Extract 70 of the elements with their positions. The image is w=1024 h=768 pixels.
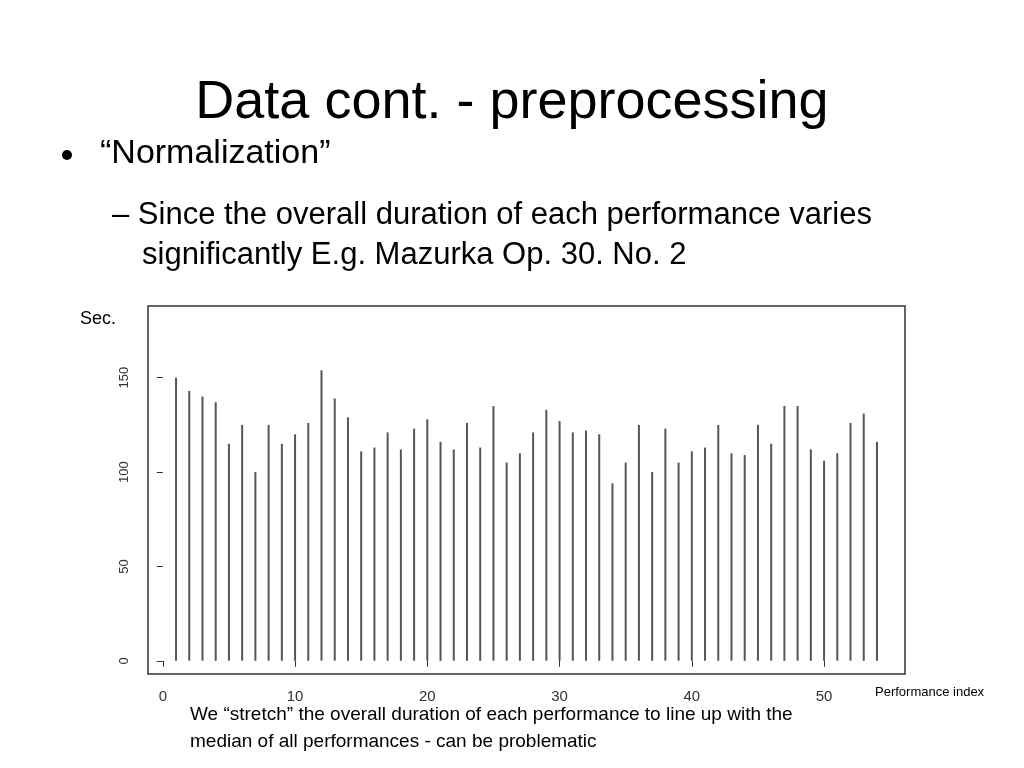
x-tick-label: 30 (551, 687, 568, 704)
bar (452, 449, 455, 661)
bar (823, 460, 826, 661)
bar (241, 424, 244, 661)
bar (809, 449, 812, 661)
y-axis-title: Sec. (80, 308, 117, 329)
bar (651, 472, 654, 661)
bar (545, 409, 548, 661)
bar (492, 406, 495, 661)
x-tick-label: 50 (815, 687, 833, 704)
bar (333, 398, 336, 661)
bar (201, 396, 204, 661)
bar (611, 483, 614, 661)
bar (875, 441, 878, 661)
bar (585, 430, 588, 661)
chart-title: Data cont. - preprocessing (194, 68, 830, 130)
bar (399, 449, 402, 661)
bar (770, 443, 773, 661)
bar (717, 424, 720, 661)
bar (532, 432, 535, 661)
bar (677, 462, 680, 661)
x-tick-label: 0 (158, 687, 167, 704)
bar (465, 423, 468, 661)
bar (664, 428, 667, 661)
bar (862, 413, 865, 661)
bar (188, 390, 191, 661)
bar (849, 423, 852, 661)
x-tick-label: 40 (683, 687, 701, 704)
bar (294, 434, 297, 661)
bar (373, 447, 376, 661)
chart-subtitle: “Normalization” (100, 132, 331, 171)
bar (439, 441, 442, 661)
bar (558, 421, 561, 661)
bar (783, 406, 786, 661)
bar (624, 462, 627, 661)
bar (175, 377, 178, 661)
bar (743, 455, 746, 661)
x-tick-label: 20 (418, 687, 436, 704)
x-tick-label: 10 (286, 687, 304, 704)
bar (836, 453, 839, 661)
y-tick-label: 150 (116, 366, 131, 389)
y-tick-label: 0 (116, 657, 131, 665)
bar (320, 370, 323, 661)
bar (756, 424, 759, 661)
bar (571, 432, 574, 661)
bar (518, 453, 521, 661)
bar (426, 419, 429, 661)
bar (413, 428, 416, 661)
bar (214, 402, 217, 661)
bar (227, 443, 230, 661)
text: – Since the overall duration of each performance varies significantly E.g. Mazurka Op. 30. No. 2 (112, 195, 873, 273)
bar (730, 453, 733, 661)
bar (637, 424, 640, 661)
y-tick-label: 100 (116, 461, 131, 483)
bar (505, 462, 508, 661)
bar (346, 417, 349, 661)
bar (267, 424, 270, 661)
x-axis-title: Performance index (875, 684, 985, 699)
y-tick-label: 50 (116, 559, 131, 574)
bar (690, 451, 693, 661)
bar (280, 443, 283, 661)
bar (307, 423, 310, 661)
bar (254, 472, 257, 661)
bar (360, 451, 363, 661)
bar (386, 432, 389, 661)
bar (479, 447, 482, 661)
bar (796, 406, 799, 661)
bar (598, 434, 601, 661)
bar (704, 447, 707, 661)
text: We “stretch” the overall duration of each performance to line up with the median of all performances - can be problematic (190, 703, 793, 751)
